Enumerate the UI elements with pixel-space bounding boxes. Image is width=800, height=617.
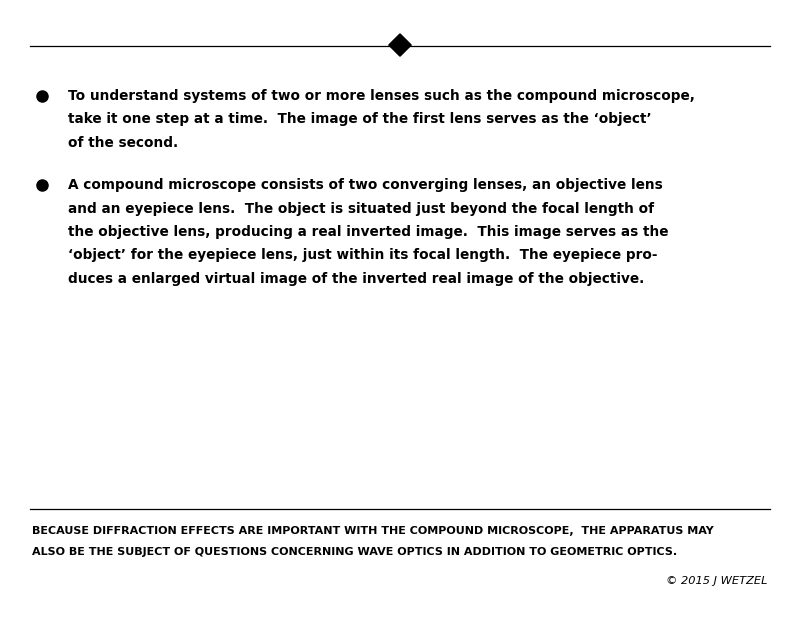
Text: A compound microscope consists of two converging lenses, an objective lens: A compound microscope consists of two co… xyxy=(68,178,662,192)
Text: the objective lens, producing a real inverted image.  This image serves as the: the objective lens, producing a real inv… xyxy=(68,225,669,239)
Text: and an eyepiece lens.  The object is situated just beyond the focal length of: and an eyepiece lens. The object is situ… xyxy=(68,202,654,215)
Text: of the second.: of the second. xyxy=(68,136,178,149)
Text: © 2015 J WETZEL: © 2015 J WETZEL xyxy=(666,576,768,586)
Text: To understand systems of two or more lenses such as the compound microscope,: To understand systems of two or more len… xyxy=(68,89,695,102)
Text: ALSO BE THE SUBJECT OF QUESTIONS CONCERNING WAVE OPTICS IN ADDITION TO GEOMETRIC: ALSO BE THE SUBJECT OF QUESTIONS CONCERN… xyxy=(32,547,677,557)
Text: BECAUSE DIFFRACTION EFFECTS ARE IMPORTANT WITH THE COMPOUND MICROSCOPE,  THE APP: BECAUSE DIFFRACTION EFFECTS ARE IMPORTAN… xyxy=(32,526,714,536)
Polygon shape xyxy=(389,34,411,56)
Text: ‘object’ for the eyepiece lens, just within its focal length.  The eyepiece pro-: ‘object’ for the eyepiece lens, just wit… xyxy=(68,249,658,262)
Text: take it one step at a time.  The image of the first lens serves as the ‘object’: take it one step at a time. The image of… xyxy=(68,112,652,126)
Text: duces a enlarged virtual image of the inverted real image of the objective.: duces a enlarged virtual image of the in… xyxy=(68,272,644,286)
